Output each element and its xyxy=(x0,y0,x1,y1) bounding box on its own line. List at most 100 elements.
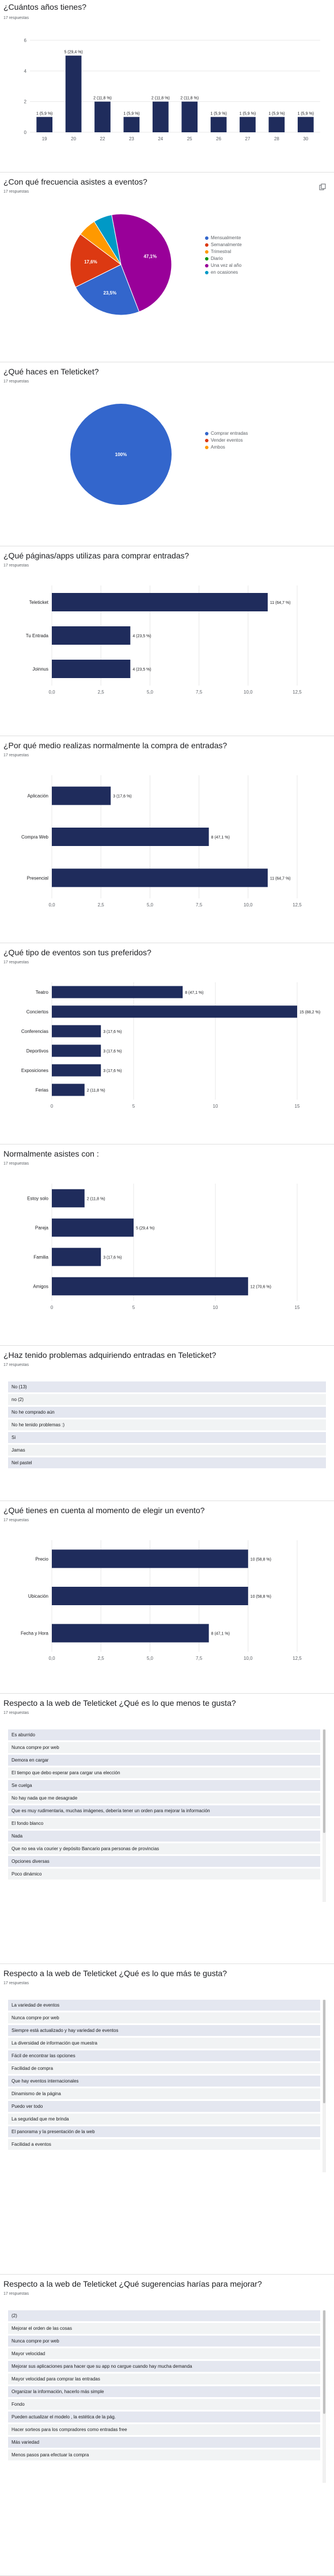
y-category-label: Amigos xyxy=(33,1284,48,1289)
x-tick-label: 7,5 xyxy=(196,690,203,695)
legend-label: Trimestral xyxy=(211,249,231,254)
bar xyxy=(52,1247,101,1266)
y-category-label: Deportivos xyxy=(26,1048,48,1054)
question-title: ¿Qué páginas/apps utilizas para comprar … xyxy=(3,551,189,560)
list-item: (2) xyxy=(8,2310,320,2321)
list-item: Nel pastel xyxy=(8,1457,326,1468)
list-item: Facilidad a eventos xyxy=(8,2139,320,2150)
x-tick-label: 30 xyxy=(303,136,308,141)
bar-data-label: 15 (88,2 %) xyxy=(299,1011,320,1015)
horizontal-bar-chart: 0,0 2,5 5,0 7,5 10,0 12,5 11 (64,7 %) Teleticke… xyxy=(26,585,302,695)
pie-slice xyxy=(75,264,140,316)
question-title: ¿Con qué frecuencia asistes a eventos? xyxy=(3,177,147,186)
list-item: Pueden actualizar el modelo , la estétic… xyxy=(8,2412,320,2422)
response-count: 17 respuestas xyxy=(3,960,29,964)
x-tick-label: 0,0 xyxy=(48,1656,55,1661)
bar-data-label: 11 (64,7 %) xyxy=(270,876,291,881)
scrollbar[interactable] xyxy=(322,2310,326,2483)
horizontal-bar-chart: 0 5 10 15 8 (47,1 %) Teatro 15 (88,2 %) Concier… xyxy=(21,982,320,1109)
card-divider xyxy=(0,1693,334,1694)
scrollbar[interactable] xyxy=(322,1729,326,1902)
bar xyxy=(52,1005,297,1018)
scrollbar-thumb[interactable] xyxy=(323,2310,325,2414)
y-category-label: Conferencias xyxy=(21,1029,48,1034)
x-tick-label: 10 xyxy=(213,1305,218,1310)
x-tick-label: 19 xyxy=(42,136,47,141)
text-response-list[interactable]: Es aburrido Nunca compre por web Demora en… xyxy=(8,1729,326,1902)
list-item: Que no sea vía courier y depósito Bancar… xyxy=(8,1843,320,1854)
response-count: 17 respuestas xyxy=(3,190,29,194)
y-category-label: Conciertos xyxy=(26,1009,48,1015)
list-item: Más variedad xyxy=(8,2437,320,2448)
x-tick-label: 0,0 xyxy=(48,690,55,695)
copy-icon[interactable] xyxy=(319,183,326,190)
bar xyxy=(52,660,131,678)
legend-label: Comprar entradas xyxy=(211,431,248,436)
bar-data-label: 2 (11,8 %) xyxy=(93,97,112,101)
text-response-list[interactable]: No (13) no (2) No he comprado aún No he ten… xyxy=(8,1381,326,1470)
list-item: Nunca compre por web xyxy=(8,1742,320,1753)
x-tick-label: 23 xyxy=(129,136,134,141)
scrollbar-thumb[interactable] xyxy=(323,1729,325,1833)
question-title: Respecto a la web de Teleticket ¿Qué es … xyxy=(3,1969,227,1978)
bar-data-label: 3 (17,6 %) xyxy=(103,1050,122,1054)
pie-slice xyxy=(70,234,122,288)
x-tick-label: 5 xyxy=(132,1104,135,1109)
x-tick-label: 5,0 xyxy=(147,1656,154,1661)
bar-data-label: 2 (11,8 %) xyxy=(87,1197,105,1201)
legend-label: en ocasiones xyxy=(211,270,238,275)
scrollbar-thumb[interactable] xyxy=(323,2000,325,2103)
question-card-tipo: ¿Qué tipo de eventos son tus preferidos?… xyxy=(0,943,334,1145)
card-divider xyxy=(0,1345,334,1346)
chart-legend: Comprar entradas Vender eventos Ambos xyxy=(205,430,248,451)
text-response-list[interactable]: La variedad de eventos Nunca compre por w… xyxy=(8,2000,326,2172)
question-card-sugerencias: Respecto a la web de Teleticket ¿Qué sug… xyxy=(0,2275,334,2576)
list-item: No hay nada que me desagrade xyxy=(8,1793,320,1804)
x-tick-label: 10,0 xyxy=(244,1656,253,1661)
card-divider xyxy=(0,1963,334,1964)
bar xyxy=(65,55,82,132)
bar-data-label: 12 (70,6 %) xyxy=(251,1285,271,1289)
bar xyxy=(52,593,268,611)
card-divider xyxy=(0,1144,334,1145)
response-count: 17 respuestas xyxy=(3,1711,29,1715)
question-card-problemas: ¿Haz tenido problemas adquiriendo entrad… xyxy=(0,1346,334,1501)
bar xyxy=(36,117,53,132)
x-tick-label: 12,5 xyxy=(293,690,302,695)
legend-label: Ambos xyxy=(211,445,225,450)
text-response-list[interactable]: (2) Mejorar el orden de las cosas Nunca co… xyxy=(8,2310,326,2483)
bar xyxy=(268,117,285,132)
bar-data-label: 3 (17,6 %) xyxy=(113,795,131,799)
list-item: Que hay eventos internacionales xyxy=(8,2076,320,2087)
bar-data-label: 1 (5,9 %) xyxy=(240,112,256,116)
pie-slice xyxy=(70,404,172,505)
pie-chart: 100% xyxy=(70,404,172,505)
y-tick-label: 4 xyxy=(24,68,27,74)
x-tick-label: 25 xyxy=(187,136,192,141)
list-item: no (2) xyxy=(8,1394,326,1405)
y-category-label: Tu Entrada xyxy=(26,633,49,638)
horizontal-bar-chart: 0 5 10 15 2 (11,8 %) Estoy solo 5 (29,4 %) Pare… xyxy=(27,1184,300,1310)
x-tick-label: 5,0 xyxy=(147,690,154,695)
list-item: La seguridad que me brinda xyxy=(8,2114,320,2125)
y-category-label: Compra Web xyxy=(21,835,49,840)
question-title: ¿Qué tipo de eventos son tus preferidos? xyxy=(3,948,151,957)
scrollbar[interactable] xyxy=(322,2000,326,2172)
list-item: Organizar la información, hacerlo más si… xyxy=(8,2386,320,2397)
question-card-cuenta: ¿Qué tienes en cuenta al momento de eleg… xyxy=(0,1501,334,1694)
question-title: Respecto a la web de Teleticket ¿Qué es … xyxy=(3,1698,236,1708)
pie-slice-label: 23,5% xyxy=(104,290,117,296)
bar xyxy=(52,1218,134,1237)
legend-swatch xyxy=(205,432,208,435)
chart-legend: Mensualmente Semanalmente Trimestral Diario… xyxy=(205,235,242,276)
y-tick-label: 6 xyxy=(24,38,27,43)
list-item: Se cuelga xyxy=(8,1780,320,1791)
legend-swatch xyxy=(205,446,208,449)
bar-data-label: 3 (17,6 %) xyxy=(103,1256,122,1260)
bar-data-label: 1 (5,9 %) xyxy=(36,112,52,116)
list-item: Mejorar el orden de las cosas xyxy=(8,2323,320,2334)
y-category-label: Exposiciones xyxy=(21,1068,48,1073)
bar xyxy=(52,1189,85,1208)
list-item: El fondo blanco xyxy=(8,1818,320,1829)
